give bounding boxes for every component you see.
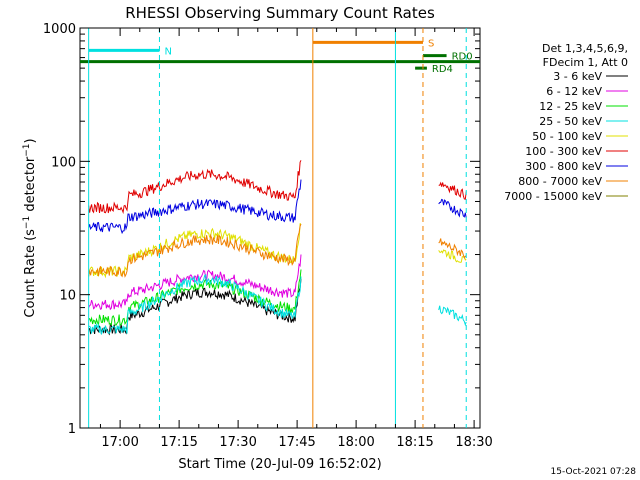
x-tick-label: 17:45: [278, 435, 315, 450]
series-layer: [88, 160, 467, 336]
flag-label: RD4: [432, 64, 453, 75]
x-axis-label: Start Time (20-Jul-09 16:52:02): [178, 457, 381, 472]
legend-entry-label: 3 - 6 keV: [553, 70, 602, 83]
x-tick-label: 18:00: [337, 435, 374, 450]
footer-timestamp: 15-Oct-2021 07:28: [551, 467, 637, 477]
series-line: [88, 254, 302, 311]
legend-entry-label: 300 - 800 keV: [525, 160, 602, 173]
legend-entry-label: 50 - 100 keV: [532, 130, 602, 143]
legend-entry-label: 25 - 50 keV: [539, 115, 602, 128]
legend-entry-label: 100 - 300 keV: [525, 145, 602, 158]
legend-entry-label: 6 - 12 keV: [546, 85, 602, 98]
legend-entry-label: 7000 - 15000 keV: [504, 190, 602, 203]
legend: Det 1,3,4,5,6,9, FDecim 1, Att 0 3 - 6 k…: [504, 42, 628, 203]
plot-frame: [79, 27, 481, 429]
flag-label: N: [164, 46, 171, 57]
axis-ticks: 17:00 17:15 17:30 17:45 18:00 18:15 18:30 1 10 10…: [43, 22, 493, 450]
y-tick-label: 10: [59, 289, 76, 304]
series-line: [88, 223, 301, 279]
x-tick-label: 18:15: [396, 435, 433, 450]
series-line: [88, 179, 302, 235]
x-tick-label: 17:30: [219, 435, 256, 450]
y-tick-label: 1: [68, 422, 76, 437]
y-tick-label: 100: [51, 155, 76, 170]
x-tick-label: 17:15: [160, 435, 197, 450]
series-line: [438, 249, 467, 263]
series-line: [88, 223, 302, 278]
series-line: [88, 160, 302, 215]
series-line: [438, 198, 467, 218]
chart-title: RHESSI Observing Summary Count Rates: [125, 4, 435, 22]
flag-label: RD0: [452, 52, 473, 63]
legend-header-line-1: Det 1,3,4,5,6,9,: [542, 42, 628, 55]
flag-label: S: [428, 38, 434, 49]
y-axis-label: Count Rate (s−1 detector−1): [22, 138, 38, 317]
series-line: [438, 238, 467, 259]
y-tick-label: 1000: [43, 22, 76, 37]
series-line: [438, 305, 467, 327]
legend-header-line-2: FDecim 1, Att 0: [543, 56, 628, 69]
x-tick-label: 17:00: [101, 435, 138, 450]
legend-entry-label: 800 - 7000 keV: [518, 175, 602, 188]
legend-entry-label: 12 - 25 keV: [539, 100, 602, 113]
series-line: [438, 181, 467, 201]
x-tick-label: 18:30: [455, 435, 492, 450]
series-line: [88, 273, 302, 335]
